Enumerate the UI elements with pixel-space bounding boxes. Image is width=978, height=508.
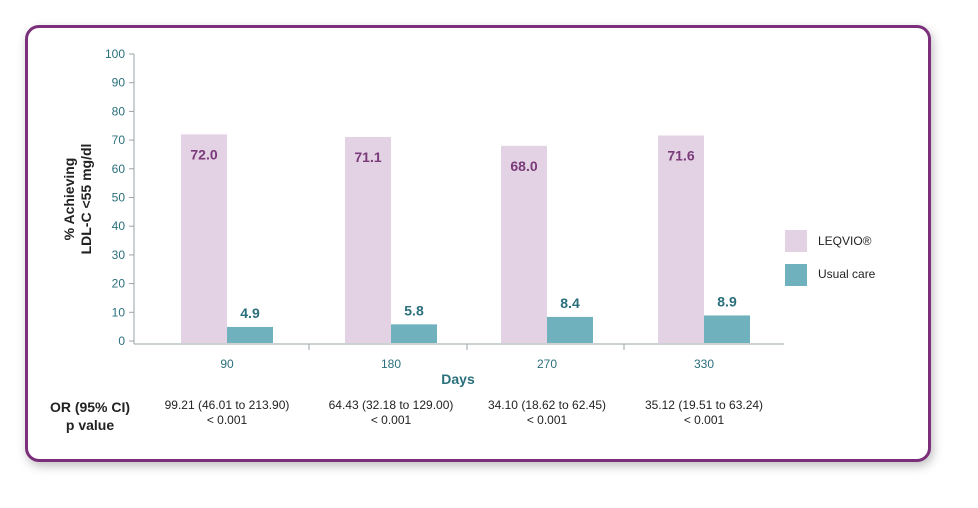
legend-swatch-usual-care [785, 264, 807, 286]
data-label-usual-care-330: 8.9 [717, 293, 737, 309]
y-tick-label: 100 [105, 47, 125, 61]
y-tick-label: 90 [112, 76, 126, 90]
data-label-usual-care-180: 5.8 [404, 302, 424, 318]
y-tick-label: 70 [112, 133, 126, 147]
x-tick-label-270: 270 [537, 357, 557, 371]
stats-col-330: 35.12 (19.51 to 63.24) < 0.001 [624, 398, 784, 428]
or-label: OR (95% CI) [49, 399, 131, 415]
p-value: < 0.001 [526, 413, 568, 427]
y-tick-label: 20 [112, 277, 126, 291]
bar-leqvio-270 [501, 145, 547, 343]
bar-usual-care-180 [391, 324, 437, 343]
x-ticks: 90 180 270 330 [220, 344, 714, 371]
chart-card [25, 25, 931, 462]
y-axis-label-line1: % Achieving [61, 158, 77, 241]
y-ticks: 0 10 20 30 40 50 60 70 80 90 100 [105, 47, 134, 348]
y-tick-label: 40 [112, 219, 126, 233]
p-value: < 0.001 [683, 413, 725, 427]
or-value: 34.10 (18.62 to 62.45) [487, 398, 607, 412]
data-label-usual-care-270: 8.4 [560, 295, 580, 311]
p-value: < 0.001 [206, 413, 248, 427]
y-tick-label: 10 [112, 305, 126, 319]
y-tick-label: 60 [112, 162, 126, 176]
data-label-leqvio-180: 71.1 [354, 149, 381, 165]
stats-row-header: OR (95% CI) p value [44, 398, 136, 434]
data-label-leqvio-270: 68.0 [510, 158, 537, 174]
legend: LEQVIO® Usual care [785, 230, 876, 286]
stats-col-180: 64.43 (32.18 to 129.00) < 0.001 [311, 398, 471, 428]
y-axis-label-line2: LDL-C <55 mg/dl [78, 144, 94, 255]
bar-leqvio-180 [345, 136, 391, 343]
data-label-usual-care-90: 4.9 [240, 305, 260, 321]
p-value: < 0.001 [370, 413, 412, 427]
chart-axes [133, 54, 784, 345]
x-tick-label-330: 330 [694, 357, 714, 371]
stats-col-90: 99.21 (46.01 to 213.90) < 0.001 [147, 398, 307, 428]
stats-col-270: 34.10 (18.62 to 62.45) < 0.001 [467, 398, 627, 428]
y-tick-label: 30 [112, 248, 126, 262]
x-axis-title: Days [441, 371, 475, 387]
bar-leqvio-90 [181, 134, 227, 343]
y-tick-label: 80 [112, 104, 126, 118]
legend-swatch-leqvio [785, 230, 807, 252]
bar-leqvio-330 [658, 135, 704, 343]
legend-label-usual-care: Usual care [818, 267, 876, 281]
y-tick-label: 0 [118, 334, 125, 348]
y-tick-label: 50 [112, 191, 126, 205]
or-value: 64.43 (32.18 to 129.00) [328, 398, 454, 412]
data-label-leqvio-330: 71.6 [667, 148, 694, 164]
bar-usual-care-330 [704, 315, 750, 343]
bar-usual-care-270 [547, 316, 593, 343]
or-value: 35.12 (19.51 to 63.24) [644, 398, 764, 412]
x-tick-label-180: 180 [381, 357, 401, 371]
x-tick-label-90: 90 [220, 357, 234, 371]
legend-label-leqvio: LEQVIO® [818, 234, 872, 248]
p-value-label: p value [65, 417, 115, 433]
bars: 72.0 4.9 71.1 5.8 68.0 8.4 71.6 8.9 [181, 134, 750, 343]
data-label-leqvio-90: 72.0 [190, 146, 217, 162]
bar-usual-care-90 [227, 326, 273, 343]
or-value: 99.21 (46.01 to 213.90) [164, 398, 290, 412]
